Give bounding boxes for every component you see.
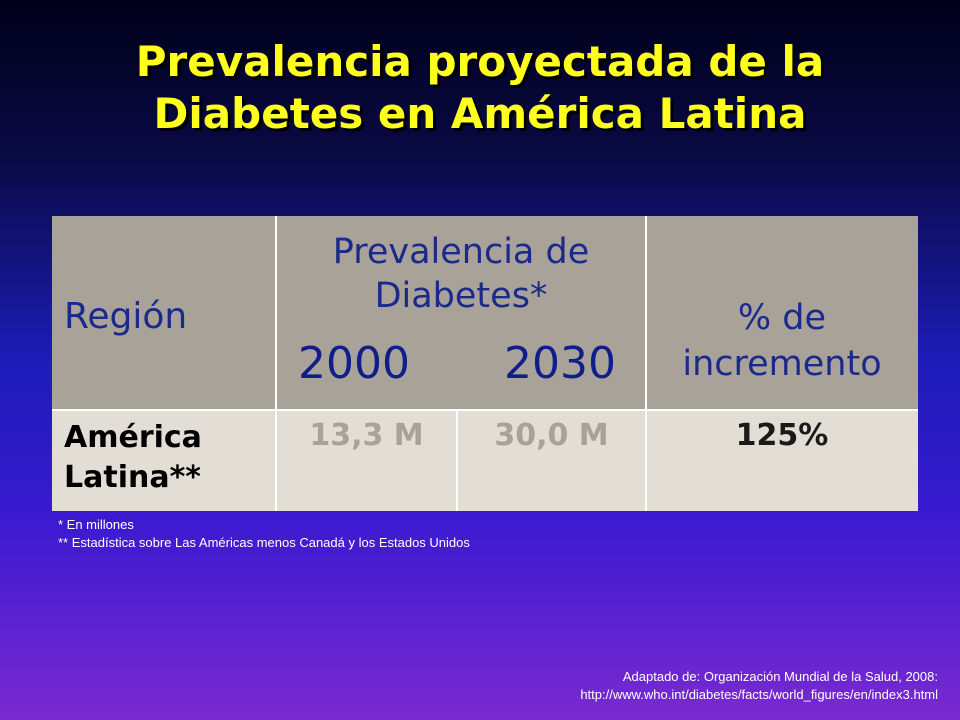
footnote-millions: * En millones [58, 517, 134, 532]
source-citation: Adaptado de: Organización Mundial de la … [580, 668, 938, 704]
row-region-line1: América [64, 420, 202, 455]
source-url: http://www.who.int/diabetes/facts/world_… [580, 687, 938, 702]
row-value-2000-text: 13,3 M [309, 418, 424, 453]
row-value-2000: 13,3 M [276, 410, 457, 511]
header-increase-line1: % de [737, 298, 827, 338]
header-prevalence-line1: Prevalencia de [332, 232, 590, 272]
footnotes: * En millones ** Estadística sobre Las A… [58, 516, 470, 552]
grid-divider [456, 410, 458, 511]
header-region-label: Región [64, 295, 188, 337]
row-region-line2: Latina** [64, 460, 201, 495]
row-value-2030: 30,0 M [457, 410, 646, 511]
header-region: Región [52, 216, 276, 410]
header-increase: % de incremento [646, 216, 918, 410]
footnote-americas: ** Estadística sobre Las Américas menos … [58, 535, 470, 550]
grid-divider [275, 216, 277, 511]
row-increase: 125% [646, 410, 918, 511]
header-prevalence: Prevalencia de Diabetes* 2000 2030 [276, 216, 646, 410]
slide-title-line2: Diabetes en América Latina [153, 89, 807, 138]
source-line1: Adaptado de: Organización Mundial de la … [622, 669, 938, 684]
header-prevalence-line2: Diabetes* [374, 276, 548, 316]
slide-title-line1: Prevalencia proyectada de la [135, 37, 825, 86]
header-increase-line2: incremento [682, 344, 882, 384]
header-year-2030: 2030 [504, 338, 616, 389]
grid-divider [645, 216, 647, 511]
slide-title: Prevalencia proyectada de la Diabetes en… [0, 36, 960, 140]
prevalence-table: Región Prevalencia de Diabetes* 2000 203… [52, 216, 918, 511]
row-value-2030-text: 30,0 M [494, 418, 609, 453]
header-year-2000: 2000 [298, 338, 410, 389]
row-region: América Latina** [52, 410, 276, 511]
row-increase-text: 125% [735, 418, 829, 453]
grid-divider [52, 409, 918, 411]
